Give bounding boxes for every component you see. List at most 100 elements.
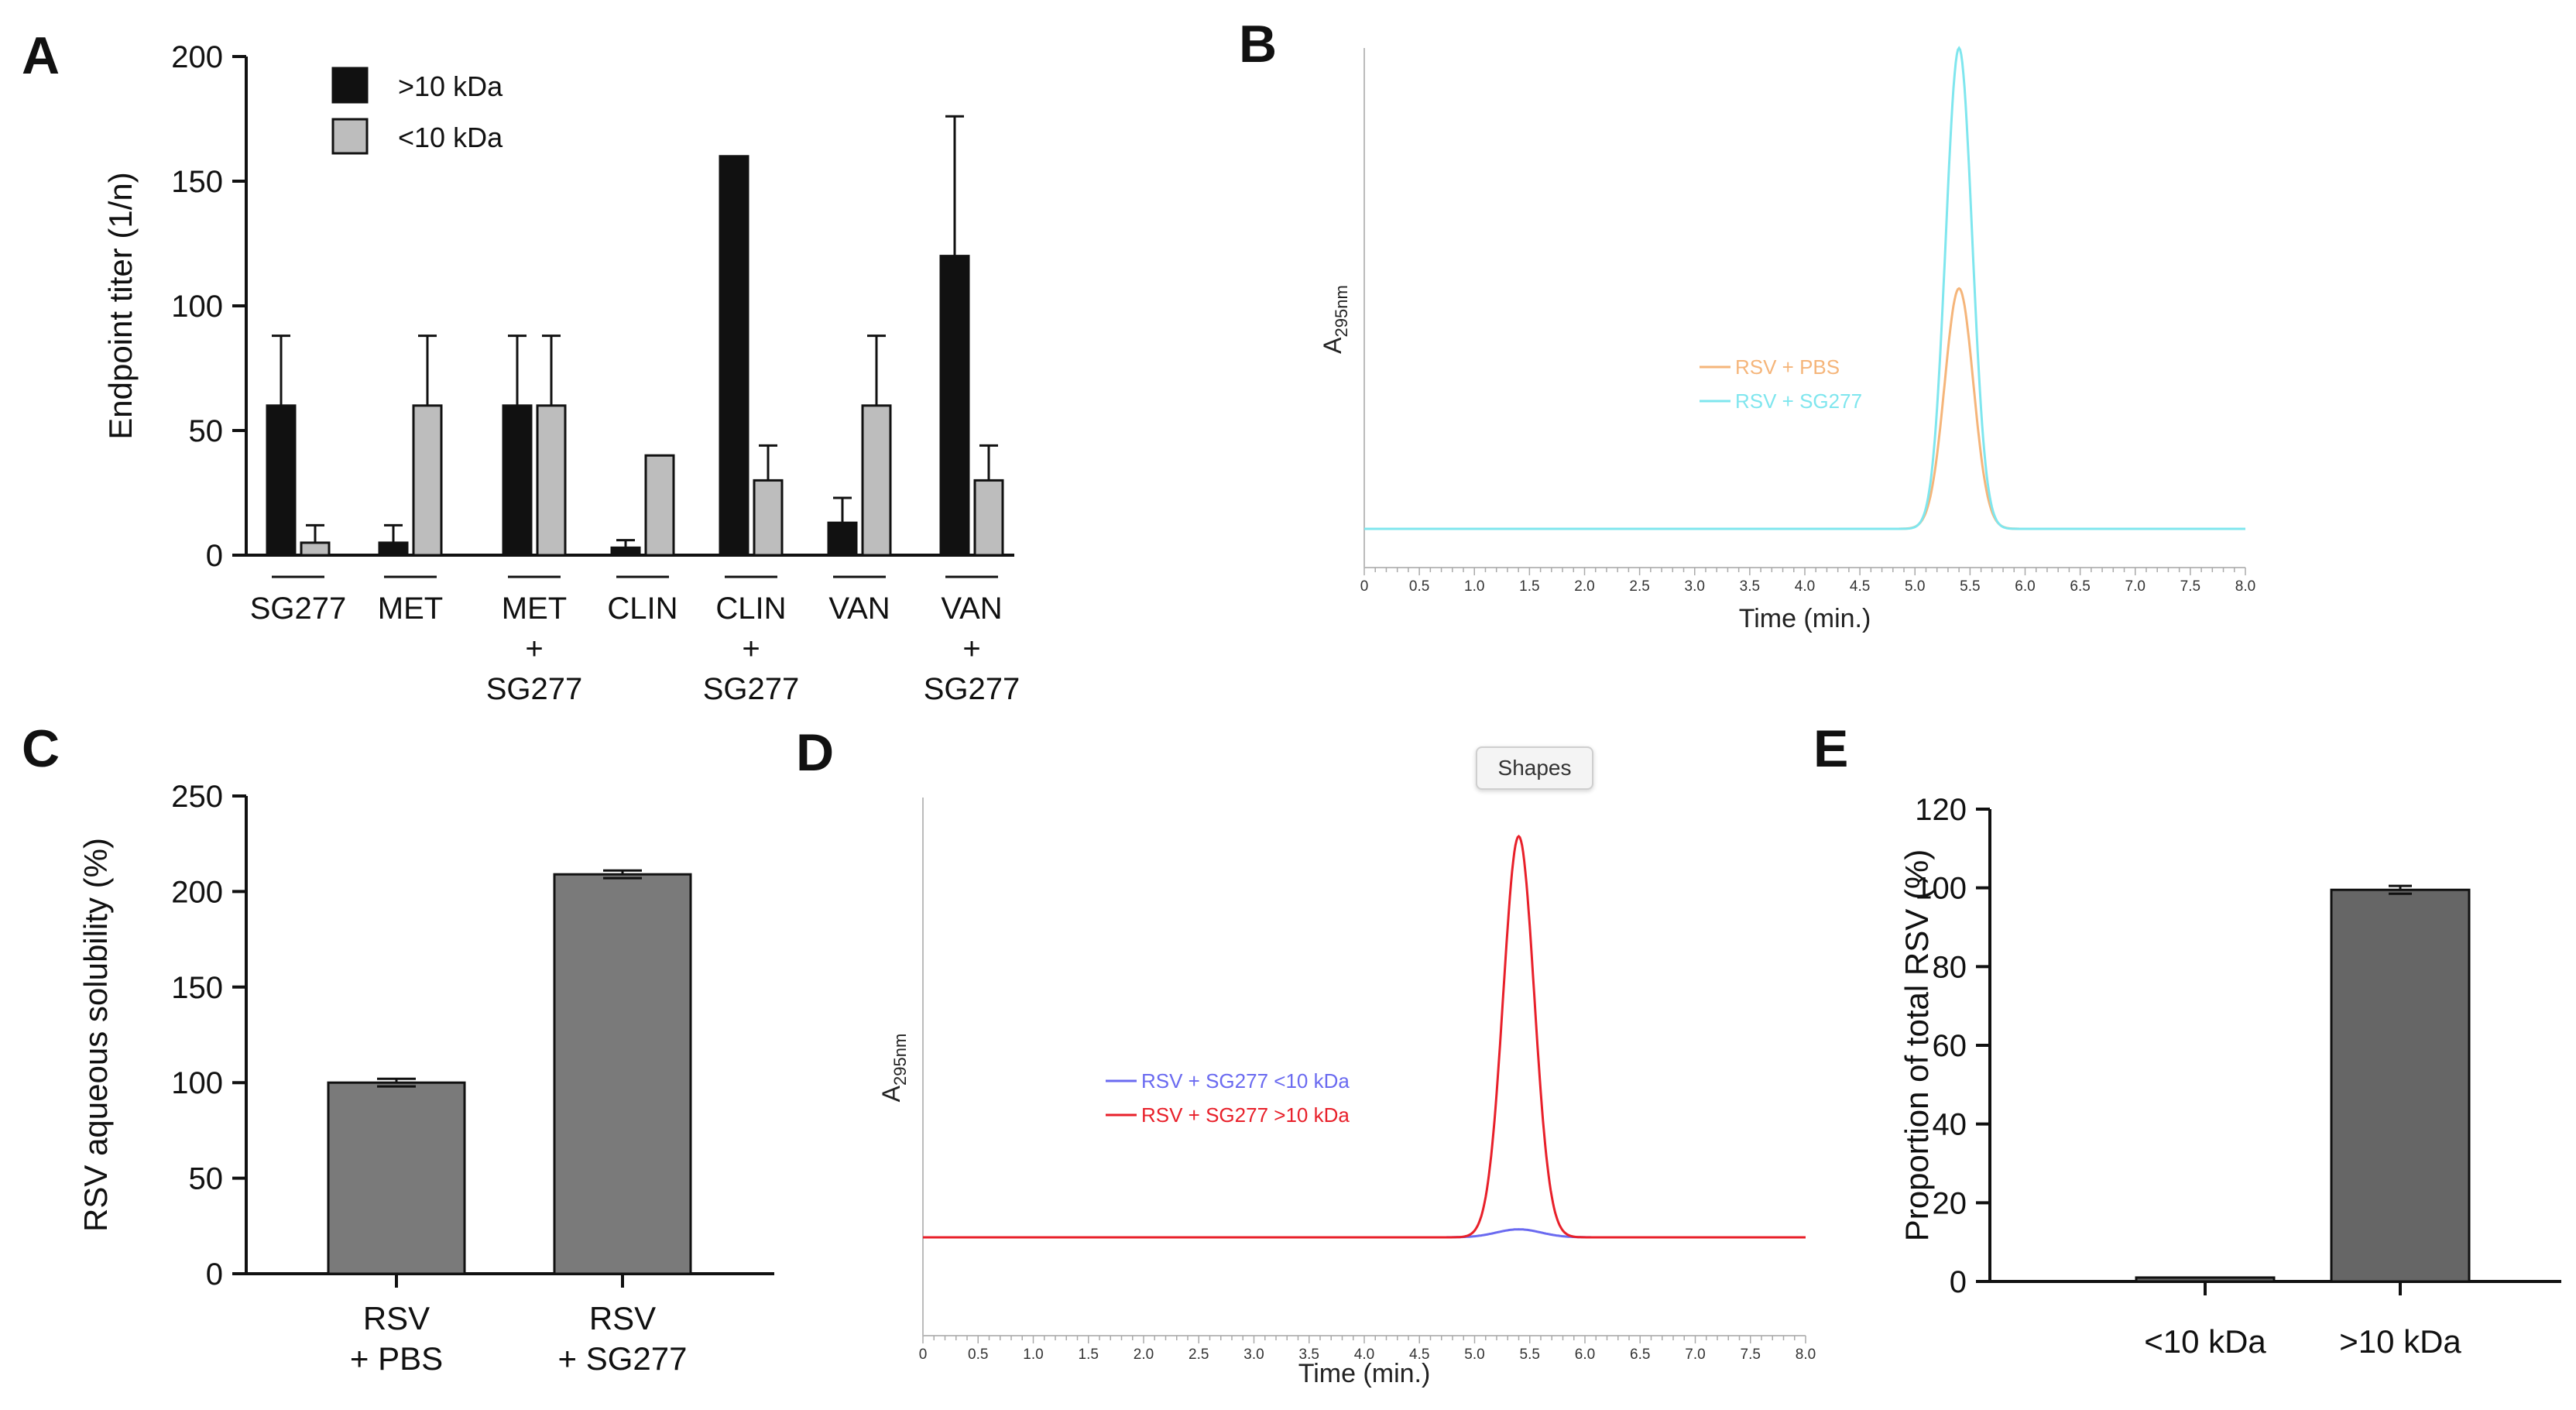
x-tick-label: + xyxy=(525,632,543,666)
x-tick-label: 6.0 xyxy=(2015,578,2035,595)
x-tick-label: 5.0 xyxy=(1464,1347,1484,1363)
y-tick-label: 150 xyxy=(171,165,223,199)
x-tick-label: CLIN xyxy=(607,592,677,626)
y-tick-label: 200 xyxy=(171,875,223,909)
legend-label: RSV + SG277 <10 kDa xyxy=(1141,1069,1350,1093)
x-tick-label: SG277 xyxy=(924,672,1020,706)
y-tick-label: 120 xyxy=(1915,793,1967,827)
bar-lt10 xyxy=(412,404,443,557)
x-tick-label: 5.0 xyxy=(1905,578,1925,595)
bar-lt10 xyxy=(300,541,331,557)
y-tick-label: 100 xyxy=(1915,872,1967,906)
y-axis-title: Endpoint titer (1/n) xyxy=(102,172,139,440)
x-tick-label: CLIN xyxy=(715,592,786,626)
legend-label: <10 kDa xyxy=(398,122,503,153)
x-tick-label: 3.5 xyxy=(1740,578,1760,595)
x-tick-label: RSV xyxy=(589,1300,656,1336)
x-tick-label: SG277 xyxy=(486,672,583,706)
x-tick-label: 5.5 xyxy=(1520,1347,1540,1363)
bar-lt10 xyxy=(861,404,892,557)
y-axis-title: RSV aqueous solubility (%) xyxy=(77,838,114,1232)
x-tick-label: 1.5 xyxy=(1519,578,1539,595)
y-axis-title: Proportion of total RSV (%) xyxy=(1899,849,1935,1242)
x-tick-label: 6.5 xyxy=(1630,1347,1650,1363)
x-tick-label: + SG277 xyxy=(558,1340,688,1377)
bar xyxy=(2330,888,2471,1283)
legend-label: RSV + SG277 xyxy=(1735,389,1862,413)
panel-c: 0 50 100 150 200 250 RSV aqueous solubility (%… xyxy=(77,780,774,1377)
x-tick-label: VAN xyxy=(941,592,1002,626)
y-tick-label: 0 xyxy=(1950,1265,1967,1299)
panel-letter-d: D xyxy=(796,723,834,782)
bar-gt10 xyxy=(266,404,297,557)
x-tick-label: 3.5 xyxy=(1299,1347,1319,1363)
y-tick-label: 40 xyxy=(1933,1108,1967,1142)
x-tick-label: 4.0 xyxy=(1795,578,1815,595)
bar-gt10 xyxy=(827,521,858,557)
x-tick-label: 1.0 xyxy=(1023,1347,1043,1363)
panel-letter-e: E xyxy=(1813,719,1848,778)
x-tick-label: + PBS xyxy=(350,1340,443,1377)
bar-lt10 xyxy=(644,454,675,557)
x-tick-label: 2.0 xyxy=(1574,578,1594,595)
x-tick-label: 7.0 xyxy=(2125,578,2146,595)
trace-1 xyxy=(923,834,1806,1239)
trace-0 xyxy=(923,1228,1806,1239)
y-tick-label: 60 xyxy=(1933,1029,1967,1063)
x-tick-label: + xyxy=(962,632,980,666)
y-tick-label: 0 xyxy=(206,539,223,573)
x-tick-label: 5.5 xyxy=(1960,578,1980,595)
panel-d: 0 0.5 1.0 1.5 2.0 2.5 3.0 3.5 4.0 4.5 5.0 5.5 6.0 6.5… xyxy=(877,798,1816,1388)
x-tick-label: 8.0 xyxy=(1796,1347,1816,1363)
x-tick-label: 2.0 xyxy=(1134,1347,1154,1363)
x-axis-title: Time (min.) xyxy=(1298,1359,1431,1388)
x-tick-label: <10 kDa xyxy=(2144,1323,2266,1360)
legend-label: RSV + PBS xyxy=(1735,355,1840,379)
bar-gt10 xyxy=(610,546,641,557)
y-axis-title-main: A xyxy=(1319,337,1346,354)
x-tick-label: 3.0 xyxy=(1243,1347,1264,1363)
y-tick-label: 20 xyxy=(1933,1186,1967,1220)
x-tick-label: 1.5 xyxy=(1079,1347,1099,1363)
panel-letter-a: A xyxy=(22,26,60,85)
x-tick-label: >10 kDa xyxy=(2339,1323,2461,1360)
bar xyxy=(553,873,692,1275)
y-tick-label: 50 xyxy=(189,1162,224,1196)
x-tick-label: 8.0 xyxy=(2235,578,2255,595)
bar-gt10 xyxy=(719,155,749,557)
y-tick-label: 200 xyxy=(171,40,223,74)
bar-lt10 xyxy=(536,404,567,557)
panel-a: 0 50 100 150 200 Endpoint titer (1/n) SG277 MET… xyxy=(102,40,1020,706)
legend-label: >10 kDa xyxy=(398,70,503,102)
x-tick-label: 0.5 xyxy=(968,1347,988,1363)
panel-b: 0 0.5 1.0 1.5 2.0 2.5 3.0 3.5 4.0 4.5 5.0 5.5 6.0 6.5… xyxy=(1319,46,2255,633)
x-tick-label: 7.5 xyxy=(1741,1347,1761,1363)
y-tick-label: 0 xyxy=(206,1257,223,1292)
y-axis-title: A295nm xyxy=(1319,285,1351,354)
y-tick-label: 150 xyxy=(171,971,223,1005)
bar-gt10 xyxy=(939,255,970,557)
y-axis-title-main: A xyxy=(877,1085,905,1102)
x-tick-label: 7.5 xyxy=(2180,578,2200,595)
x-tick-label: 2.5 xyxy=(1629,578,1649,595)
y-axis-title-sub: 295nm xyxy=(1332,285,1351,337)
y-axis-title-sub: 295nm xyxy=(890,1034,910,1086)
x-tick-label: MET xyxy=(502,592,567,626)
y-tick-label: 80 xyxy=(1933,950,1967,984)
legend-swatch xyxy=(331,118,369,155)
x-tick-label: SG277 xyxy=(250,592,347,626)
bar-gt10 xyxy=(502,404,533,557)
legend-swatch xyxy=(331,67,369,104)
x-tick-label: 4.0 xyxy=(1354,1347,1374,1363)
y-tick-label: 50 xyxy=(189,414,224,448)
x-tick-label: + xyxy=(742,632,760,666)
x-tick-label: RSV xyxy=(363,1300,430,1336)
trace-1 xyxy=(1364,46,2245,530)
bar xyxy=(327,1081,466,1275)
x-axis-title: Time (min.) xyxy=(1739,604,1871,633)
x-tick-label: 0 xyxy=(919,1347,928,1363)
y-tick-label: 100 xyxy=(171,1066,223,1100)
x-tick-label: 0 xyxy=(1360,578,1369,595)
legend-label: RSV + SG277 >10 kDa xyxy=(1141,1103,1350,1127)
